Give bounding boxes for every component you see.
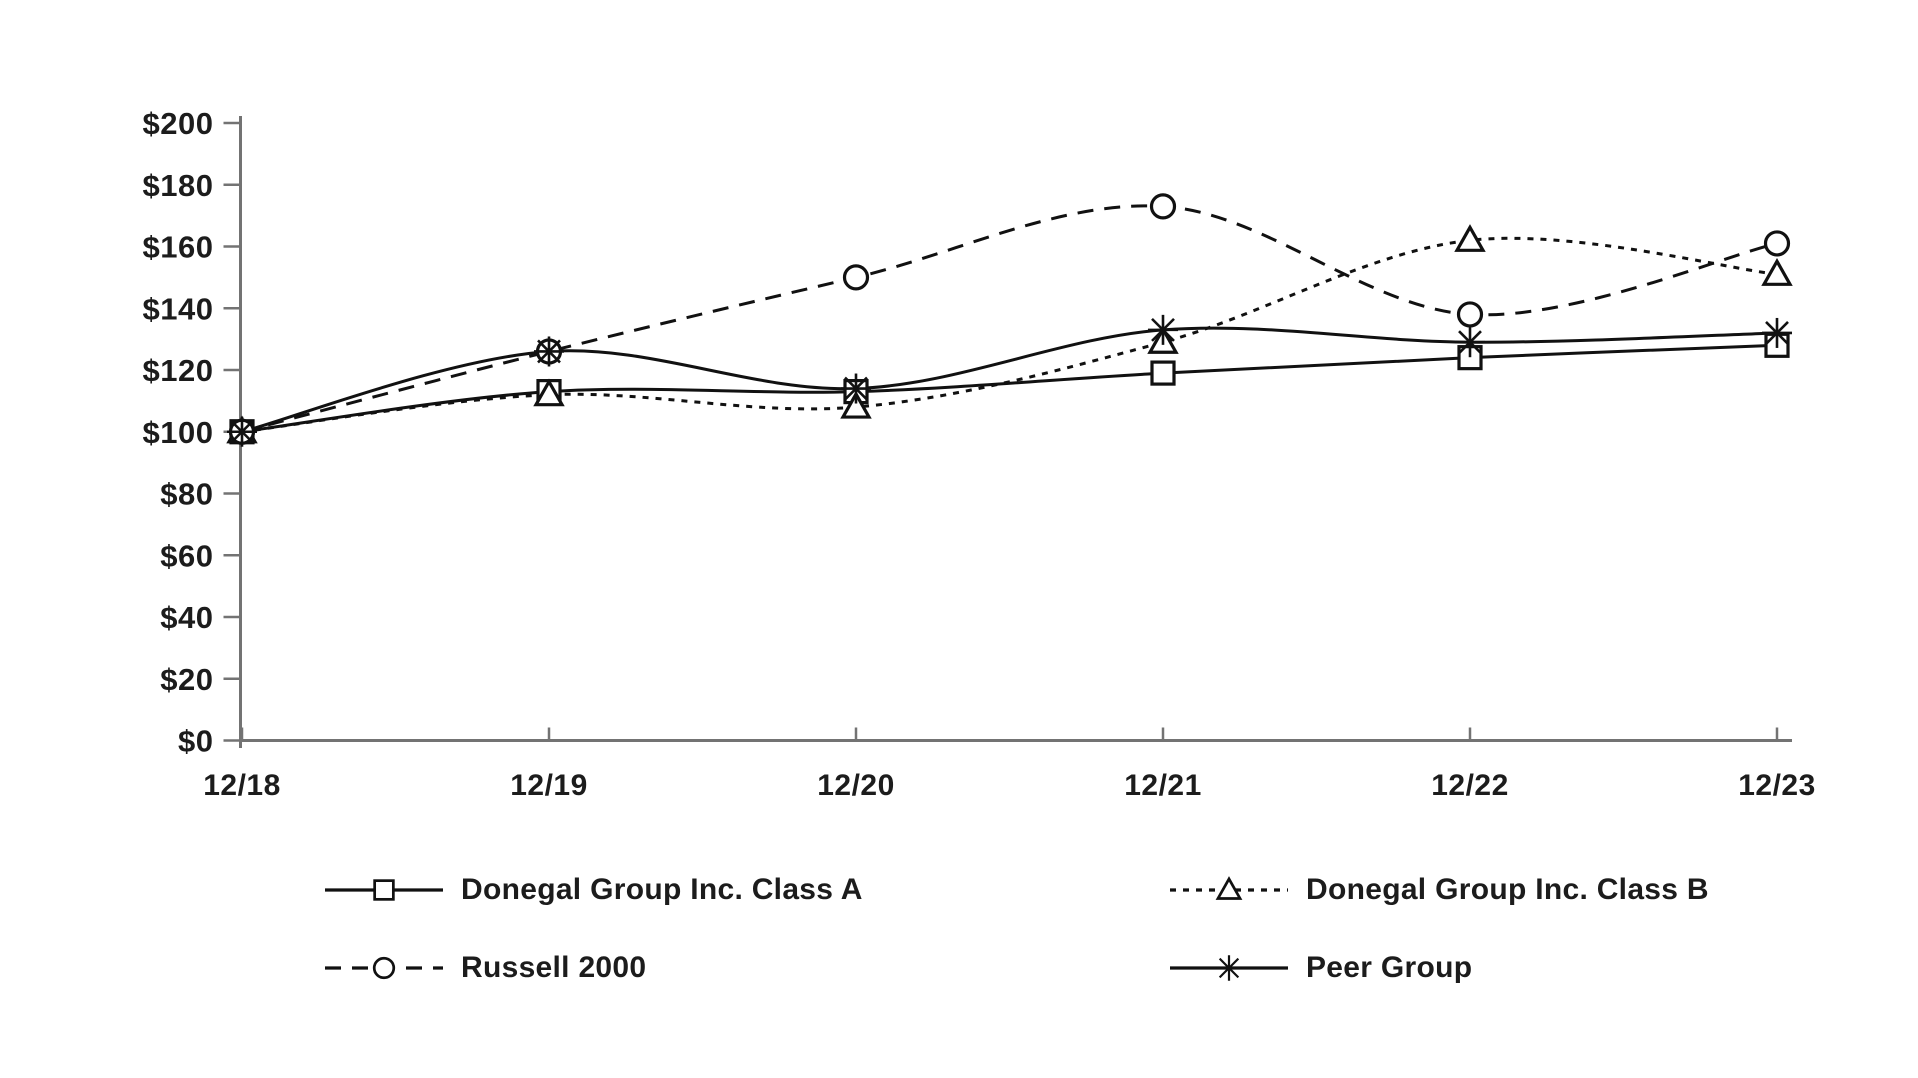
y-tick-label: $180 xyxy=(143,168,214,203)
series-line-0 xyxy=(240,343,1779,434)
y-tick-label: $160 xyxy=(143,230,214,265)
marker-asterisk-icon xyxy=(1762,317,1792,348)
x-tick-label: 12/21 xyxy=(1124,769,1202,802)
marker-circle-icon xyxy=(1149,193,1177,220)
marker-triangle-icon xyxy=(840,390,872,419)
legend-label-russell-2000: Russell 2000 xyxy=(461,951,647,984)
legend-item-class-b: Donegal Group Inc. Class B xyxy=(1168,868,1709,912)
x-tick-label: 12/18 xyxy=(203,769,281,802)
y-tick-label: $40 xyxy=(160,600,213,635)
y-tick-label: $140 xyxy=(143,291,214,326)
marker-triangle-icon xyxy=(1454,224,1486,252)
y-tick-label: $20 xyxy=(160,662,213,697)
marker-asterisk-icon xyxy=(227,416,257,447)
legend-label-class-b: Donegal Group Inc. Class B xyxy=(1306,873,1709,906)
series-line-2 xyxy=(241,204,1778,434)
legend-dotted-line-triangle-icon xyxy=(1170,876,1288,900)
plot-svg: $0 $20 $40 $60 $80 $100 $120 $140 $160 $180 $200 12… xyxy=(143,106,1816,802)
legend-label-class-a: Donegal Group Inc. Class A xyxy=(461,873,863,906)
marker-triangle-icon xyxy=(1215,876,1243,900)
series-line-3 xyxy=(240,326,1779,434)
x-tick-label: 12/22 xyxy=(1431,769,1509,802)
marker-circle-icon xyxy=(1456,301,1484,328)
x-tick-label: 12/20 xyxy=(817,769,895,802)
series-line-1 xyxy=(241,236,1778,434)
legend-dashed-line-circle-icon xyxy=(325,956,443,980)
marker-asterisk-icon xyxy=(841,373,871,404)
marker-circle-icon xyxy=(842,264,870,291)
y-tick-label: $120 xyxy=(143,353,214,388)
y-tick-label: $0 xyxy=(178,724,213,759)
marker-asterisk-icon xyxy=(1455,327,1485,358)
legend-item-russell-2000: Russell 2000 xyxy=(323,946,646,990)
y-tick-label: $100 xyxy=(143,415,214,450)
marker-square-icon xyxy=(373,879,395,901)
marker-asterisk-icon xyxy=(1148,314,1178,345)
legend-solid-line-square-icon xyxy=(325,879,443,901)
marker-triangle-icon xyxy=(1761,258,1793,286)
marker-asterisk-icon xyxy=(1216,955,1242,981)
x-tick-label: 12/19 xyxy=(510,769,588,802)
y-tick-label: $80 xyxy=(160,477,213,512)
marker-triangle-icon xyxy=(533,378,565,407)
x-tick-label: 12/23 xyxy=(1738,769,1816,802)
legend-item-peer-group: Peer Group xyxy=(1168,946,1472,990)
y-tick-label: $60 xyxy=(160,538,213,573)
marker-asterisk-icon xyxy=(534,336,564,367)
marker-circle-icon xyxy=(372,956,396,980)
marker-square-icon xyxy=(1150,360,1176,386)
y-tick-label: $200 xyxy=(143,106,214,141)
legend-item-class-a: Donegal Group Inc. Class A xyxy=(323,868,863,912)
legend-solid-line-asterisk-icon xyxy=(1170,955,1288,981)
marker-circle-icon xyxy=(1763,230,1791,257)
legend-label-peer-group: Peer Group xyxy=(1306,951,1473,984)
